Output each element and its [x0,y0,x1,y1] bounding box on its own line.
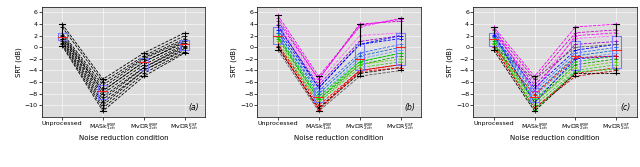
Text: (b): (b) [404,104,415,113]
Bar [58,33,67,40]
X-axis label: Noise reduction condition: Noise reduction condition [294,135,384,141]
Bar [140,58,148,70]
Bar [571,41,580,70]
Y-axis label: SRT (dB): SRT (dB) [231,47,237,77]
Bar [355,44,364,70]
Bar [612,36,621,68]
Y-axis label: SRT (dB): SRT (dB) [15,47,22,77]
X-axis label: Noise reduction condition: Noise reduction condition [510,135,600,141]
Bar [99,85,108,100]
Y-axis label: SRT (dB): SRT (dB) [447,47,453,77]
Bar [314,88,323,102]
Text: (a): (a) [189,104,200,113]
Bar [530,88,539,102]
Bar [273,27,282,44]
Bar [489,33,498,46]
Bar [396,33,405,65]
Bar [180,40,189,50]
X-axis label: Noise reduction condition: Noise reduction condition [79,135,168,141]
Text: (c): (c) [620,104,630,113]
